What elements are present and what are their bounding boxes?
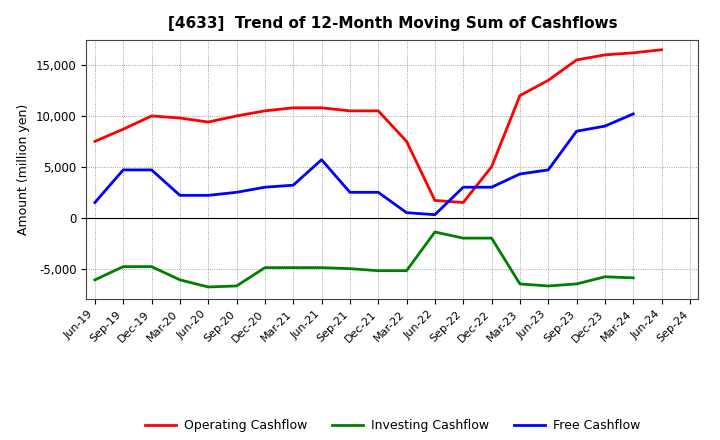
Operating Cashflow bbox=[374, 108, 382, 114]
Operating Cashflow bbox=[261, 108, 269, 114]
Operating Cashflow bbox=[657, 47, 666, 52]
Line: Investing Cashflow: Investing Cashflow bbox=[95, 232, 633, 287]
Free Cashflow bbox=[629, 111, 637, 117]
Free Cashflow bbox=[91, 200, 99, 205]
Investing Cashflow bbox=[346, 266, 354, 271]
Investing Cashflow bbox=[431, 229, 439, 235]
Free Cashflow bbox=[402, 210, 411, 215]
Operating Cashflow bbox=[402, 139, 411, 144]
Operating Cashflow bbox=[318, 105, 326, 110]
Investing Cashflow bbox=[233, 283, 241, 289]
Free Cashflow bbox=[431, 212, 439, 217]
Free Cashflow bbox=[261, 184, 269, 190]
Investing Cashflow bbox=[148, 264, 156, 269]
Operating Cashflow bbox=[148, 114, 156, 119]
Line: Free Cashflow: Free Cashflow bbox=[95, 114, 633, 215]
Free Cashflow bbox=[544, 167, 552, 172]
Operating Cashflow bbox=[544, 78, 552, 83]
Free Cashflow bbox=[572, 128, 581, 134]
Free Cashflow bbox=[176, 193, 184, 198]
Free Cashflow bbox=[346, 190, 354, 195]
Line: Operating Cashflow: Operating Cashflow bbox=[95, 50, 662, 202]
Investing Cashflow bbox=[629, 275, 637, 280]
Investing Cashflow bbox=[176, 277, 184, 282]
Free Cashflow bbox=[600, 124, 609, 129]
Free Cashflow bbox=[459, 184, 467, 190]
Free Cashflow bbox=[289, 183, 297, 188]
Investing Cashflow bbox=[402, 268, 411, 273]
Investing Cashflow bbox=[289, 265, 297, 270]
Free Cashflow bbox=[233, 190, 241, 195]
Free Cashflow bbox=[204, 193, 212, 198]
Operating Cashflow bbox=[629, 50, 637, 55]
Investing Cashflow bbox=[119, 264, 127, 269]
Operating Cashflow bbox=[487, 164, 496, 169]
Investing Cashflow bbox=[318, 265, 326, 270]
Free Cashflow bbox=[318, 157, 326, 162]
Investing Cashflow bbox=[600, 274, 609, 279]
Investing Cashflow bbox=[374, 268, 382, 273]
Free Cashflow bbox=[148, 167, 156, 172]
Operating Cashflow bbox=[459, 200, 467, 205]
Operating Cashflow bbox=[91, 139, 99, 144]
Investing Cashflow bbox=[204, 284, 212, 290]
Operating Cashflow bbox=[572, 57, 581, 62]
Operating Cashflow bbox=[233, 114, 241, 119]
Investing Cashflow bbox=[459, 235, 467, 241]
Operating Cashflow bbox=[516, 93, 524, 98]
Operating Cashflow bbox=[289, 105, 297, 110]
Operating Cashflow bbox=[204, 119, 212, 125]
Free Cashflow bbox=[487, 184, 496, 190]
Free Cashflow bbox=[516, 171, 524, 176]
Free Cashflow bbox=[119, 167, 127, 172]
Investing Cashflow bbox=[544, 283, 552, 289]
Y-axis label: Amount (million yen): Amount (million yen) bbox=[17, 104, 30, 235]
Investing Cashflow bbox=[516, 281, 524, 286]
Legend: Operating Cashflow, Investing Cashflow, Free Cashflow: Operating Cashflow, Investing Cashflow, … bbox=[140, 414, 645, 437]
Operating Cashflow bbox=[176, 115, 184, 121]
Investing Cashflow bbox=[572, 281, 581, 286]
Investing Cashflow bbox=[487, 235, 496, 241]
Operating Cashflow bbox=[119, 127, 127, 132]
Investing Cashflow bbox=[91, 277, 99, 282]
Investing Cashflow bbox=[261, 265, 269, 270]
Title: [4633]  Trend of 12-Month Moving Sum of Cashflows: [4633] Trend of 12-Month Moving Sum of C… bbox=[168, 16, 617, 32]
Operating Cashflow bbox=[431, 198, 439, 203]
Free Cashflow bbox=[374, 190, 382, 195]
Operating Cashflow bbox=[600, 52, 609, 58]
Operating Cashflow bbox=[346, 108, 354, 114]
